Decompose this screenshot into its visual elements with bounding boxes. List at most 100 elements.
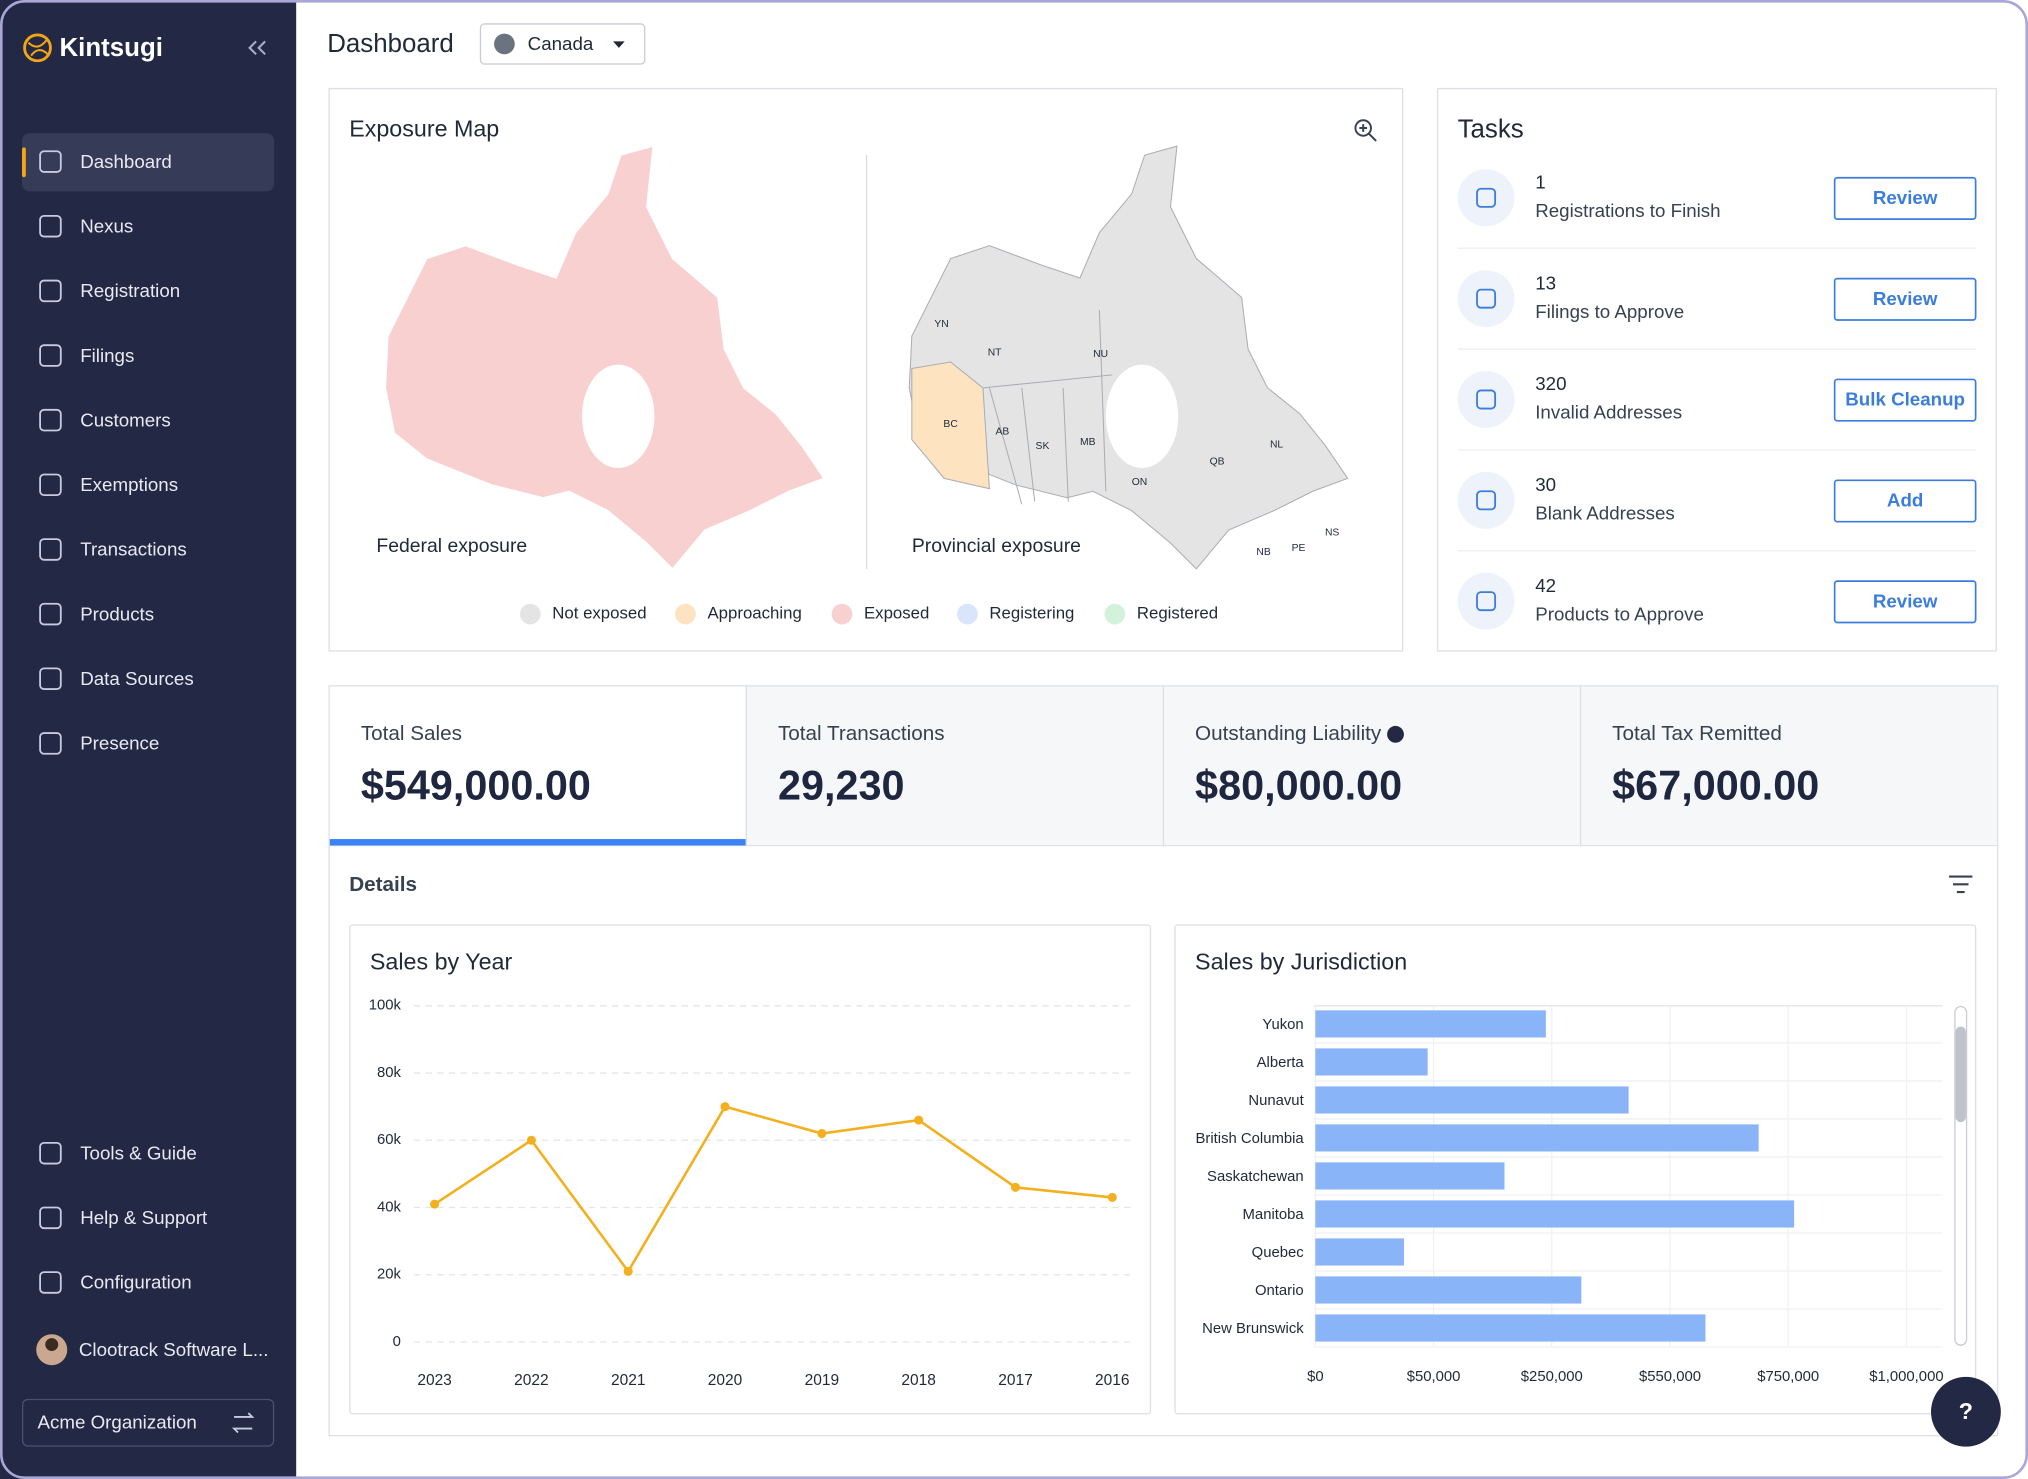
legend-label: Exposed — [864, 604, 929, 623]
line-point — [1010, 1182, 1021, 1192]
stat-value: $80,000.00 — [1195, 763, 1402, 809]
x-tick-label: $750,000 — [1757, 1369, 1819, 1385]
globe-icon — [494, 33, 515, 55]
task-icon — [1457, 371, 1515, 428]
chart-title: Sales by Year — [370, 948, 513, 974]
task-button[interactable] — [1833, 176, 1977, 220]
province-code: NS — [1325, 527, 1339, 538]
y-tick-label: 20k — [377, 1267, 402, 1283]
country: Canada — [528, 33, 594, 54]
task-count: 1 — [1535, 172, 1545, 193]
nav-icon — [39, 344, 62, 367]
nav-icon — [39, 150, 62, 173]
federal-label: Federal exposure — [376, 535, 527, 557]
nav-item[interactable]: Transactions — [80, 539, 187, 560]
nav-item[interactable]: Customers — [80, 409, 171, 430]
province-border — [1098, 310, 1107, 492]
bar — [1315, 1238, 1405, 1266]
nav-item[interactable]: Dashboard — [80, 151, 172, 172]
switch-icon — [231, 1412, 255, 1434]
y-tick-label: 40k — [377, 1199, 402, 1215]
nav-item[interactable]: Filings — [80, 345, 134, 366]
user-name[interactable]: Clootrack Software L... — [79, 1339, 269, 1360]
country-select[interactable] — [479, 23, 646, 65]
nav-item[interactable]: Presence — [80, 733, 159, 754]
nav-icon — [39, 667, 62, 690]
legend-label: Registered — [1137, 604, 1218, 623]
nav-icon — [39, 473, 62, 497]
bar — [1315, 1124, 1759, 1152]
line-point — [526, 1135, 536, 1145]
province-code: NT — [988, 348, 1002, 359]
help-button[interactable] — [1930, 1376, 2001, 1447]
nav-item[interactable]: Help & Support — [80, 1207, 208, 1228]
charts: Sales by Year 0 20k 40k 60k 80k 100k 2023 2022 20… — [369, 948, 1944, 1389]
legend-label: Not exposed — [552, 604, 646, 623]
task-count: 13 — [1535, 272, 1556, 293]
nav-icon — [39, 279, 62, 303]
nav-icon — [39, 538, 62, 561]
legend-swatch — [831, 603, 853, 625]
zoom-button[interactable] — [1354, 119, 1372, 137]
nav-item[interactable]: Exemptions — [80, 474, 178, 495]
x-tick-label: 2020 — [708, 1372, 743, 1389]
task-label: Blank Addresses — [1535, 503, 1675, 524]
task-button[interactable] — [1833, 378, 1977, 422]
nav-icon — [39, 408, 62, 432]
task-label: Invalid Addresses — [1535, 402, 1682, 423]
line-chart-card — [349, 924, 1152, 1415]
nav-item[interactable]: Data Sources — [80, 668, 194, 689]
province-code: QB — [1210, 456, 1225, 467]
hudson-bay — [1105, 364, 1179, 469]
task-button[interactable] — [1833, 479, 1977, 523]
x-tick-label: 2017 — [998, 1372, 1032, 1389]
nav-item[interactable]: Nexus — [80, 215, 133, 236]
stat-tile[interactable] — [1164, 686, 1580, 845]
province-border — [1021, 387, 1036, 502]
nav-item[interactable]: Configuration — [80, 1272, 191, 1293]
province-border — [982, 374, 1113, 389]
legend-label: Approaching — [707, 604, 801, 623]
tasks-title: Tasks — [1458, 115, 1524, 143]
filter-button[interactable] — [1949, 875, 1973, 894]
task-glyph — [1476, 288, 1497, 309]
nav-item[interactable]: Tools & Guide — [80, 1142, 197, 1163]
line-point — [1107, 1192, 1117, 1202]
sidebar: Kintsugi Dashboard Nexus Registration Filin… — [0, 0, 297, 1479]
task-button[interactable] — [1833, 277, 1977, 321]
province-code: NL — [1270, 439, 1283, 450]
y-tick-label: Saskatchewan — [1207, 1169, 1304, 1185]
task-glyph — [1476, 591, 1497, 612]
avatar-face — [45, 1338, 59, 1352]
scroll-thumb[interactable] — [1955, 1026, 1966, 1123]
x-tick-label: 2016 — [1095, 1372, 1129, 1389]
provincial-label: Provincial exposure — [912, 535, 1081, 557]
collapse-button[interactable] — [248, 40, 266, 56]
stat-tile[interactable] — [746, 686, 1163, 845]
task-button[interactable] — [1833, 580, 1977, 624]
nav-item[interactable]: Registration — [80, 280, 180, 301]
sidebar-bg — [0, 0, 297, 1479]
line-point — [914, 1115, 924, 1125]
nav-item[interactable]: Products — [80, 603, 154, 624]
organization: Acme Organization — [38, 1411, 197, 1432]
task-label: Products to Approve — [1535, 603, 1704, 624]
zoom-glyph — [1359, 124, 1377, 142]
org-switcher[interactable] — [21, 1398, 275, 1447]
y-tick-label: 100k — [369, 998, 402, 1014]
province-code: NB — [1256, 547, 1270, 558]
tasks-card — [1436, 87, 1997, 652]
task-list: 1 Registrations to Finish Review 13 Filings … — [1457, 169, 1977, 630]
info-icon — [1387, 725, 1404, 743]
nav-icon — [39, 732, 62, 755]
active-nav-marker — [21, 147, 26, 178]
province-bc — [911, 361, 990, 490]
stat-label: Outstanding Liability — [1195, 722, 1382, 745]
stat-tile[interactable] — [1581, 686, 1997, 845]
province-code: YN — [934, 319, 948, 330]
stat-tile[interactable] — [329, 686, 746, 845]
task-glyph — [1476, 490, 1497, 511]
bar — [1315, 1314, 1706, 1342]
